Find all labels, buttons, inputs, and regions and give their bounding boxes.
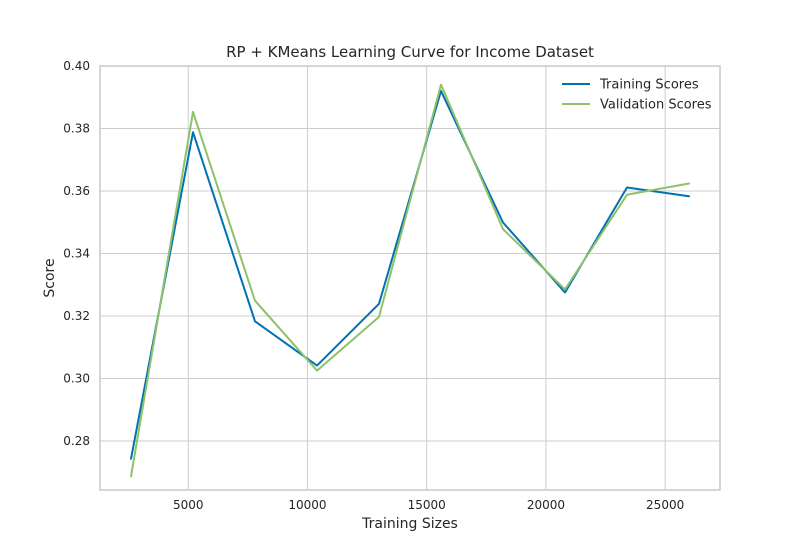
x-tick-label: 25000 (646, 498, 684, 512)
plot-frame (99, 65, 721, 491)
x-axis-label: Training Sizes (361, 516, 458, 532)
y-tick-label: 0.40 (63, 59, 90, 73)
series-lines (130, 83, 690, 478)
legend-label: Validation Scores (600, 98, 712, 113)
legend: Training Scores Validation Scores (562, 78, 712, 113)
y-tick-label: 0.28 (63, 434, 90, 448)
x-tick-label: 20000 (527, 498, 565, 512)
x-tick-labels: 5000 10000 15000 20000 25000 (173, 498, 684, 512)
legend-label: Training Scores (599, 78, 699, 93)
grid-lines (100, 65, 720, 490)
x-tick-label: 10000 (288, 498, 326, 512)
chart-title: RP + KMeans Learning Curve for Income Da… (226, 43, 594, 61)
series-line-validation-scores (130, 83, 690, 478)
y-axis-label: Score (42, 258, 58, 297)
x-tick-label: 5000 (173, 498, 204, 512)
y-tick-label: 0.36 (63, 184, 90, 198)
series-line-training-scores (130, 90, 690, 460)
y-tick-label: 0.30 (63, 371, 90, 385)
y-tick-label: 0.38 (63, 121, 90, 135)
y-tick-label: 0.34 (63, 246, 90, 260)
y-tick-labels: 0.28 0.30 0.32 0.34 0.36 0.38 0.40 (63, 59, 90, 448)
x-tick-label: 15000 (408, 498, 446, 512)
y-tick-label: 0.32 (63, 309, 90, 323)
